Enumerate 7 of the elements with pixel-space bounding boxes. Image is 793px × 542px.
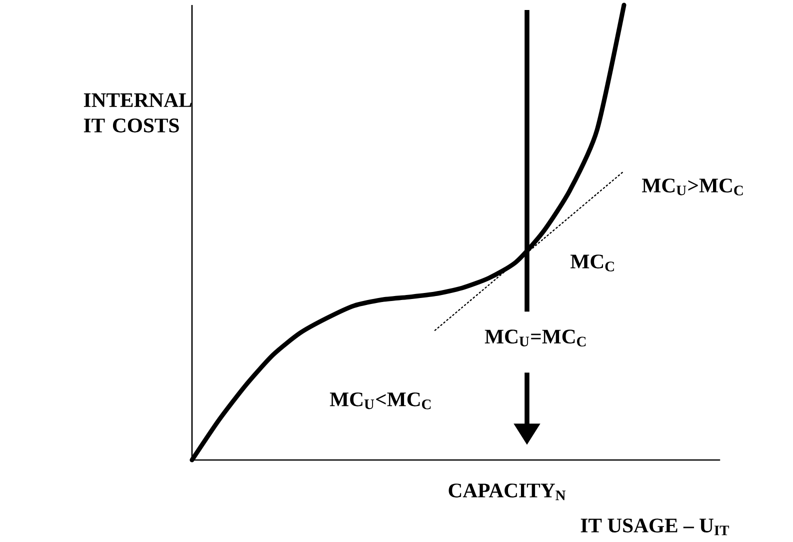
text: MC$_{U}$>MC$_{C}$	[642, 178, 743, 196]
annotation: MC$_{U}$<MC$_{C}$	[330, 392, 431, 410]
annotation: MC$_{C}$	[570, 254, 614, 272]
text: CAPACITY$_{N}$	[448, 484, 566, 500]
x-axis-title: IT USAGE – U$_{IT}$	[580, 518, 730, 536]
y-axis-title: INTERNAL IT COSTS	[84, 93, 192, 132]
annotation: MC$_{U}$=MC$_{C}$	[484, 330, 586, 346]
